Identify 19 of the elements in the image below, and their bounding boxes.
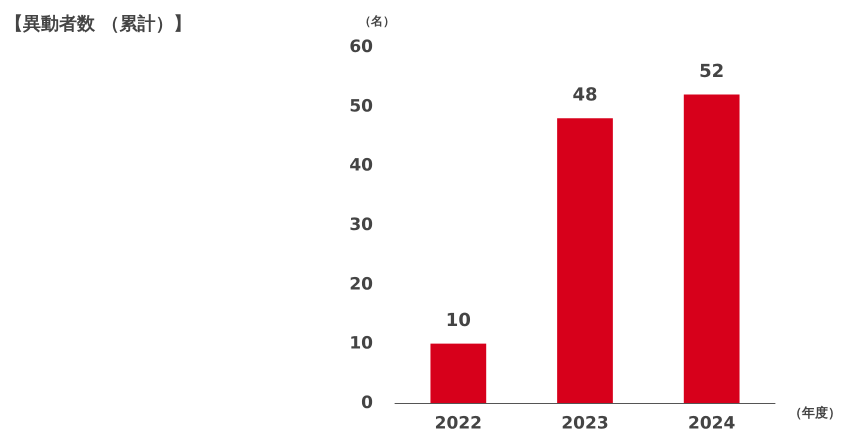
y-tick-label: 50 xyxy=(349,96,374,116)
y-tick-label: 30 xyxy=(349,215,374,235)
x-axis-title: （年度） xyxy=(789,405,841,421)
bar xyxy=(557,118,613,403)
bar xyxy=(684,94,740,403)
data-label: 52 xyxy=(699,60,724,82)
x-tick-label: 2022 xyxy=(434,414,482,434)
x-tick-label: 2023 xyxy=(561,414,609,434)
y-tick-label: 60 xyxy=(349,37,374,57)
y-tick-label: 0 xyxy=(361,393,374,413)
text: 【異動者数 （累計）】 xyxy=(5,14,192,34)
y-axis-title: （名） xyxy=(359,14,395,28)
data-label: 48 xyxy=(572,84,598,106)
y-tick-label: 20 xyxy=(349,274,374,294)
bar xyxy=(430,344,486,403)
data-label: 10 xyxy=(446,310,471,332)
y-tick-label: 40 xyxy=(349,156,374,176)
y-tick-label: 10 xyxy=(349,334,374,354)
x-tick-label: 2024 xyxy=(688,414,736,434)
